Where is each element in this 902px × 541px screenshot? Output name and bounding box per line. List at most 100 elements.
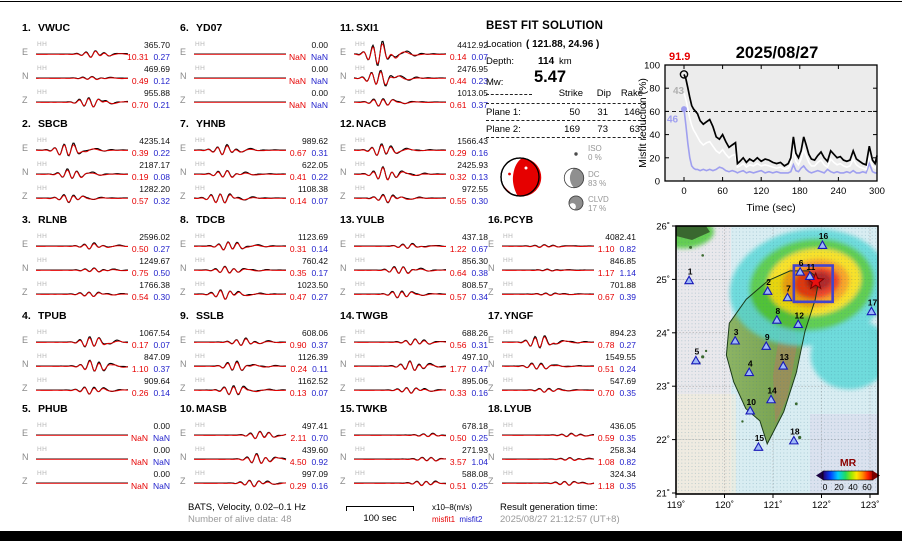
max-amplitude-value: 1162.52 xyxy=(297,376,328,386)
waveform-row: N HH 1126.39 0.24 0.11 xyxy=(178,352,330,376)
channel-code-label: HH xyxy=(503,470,514,477)
channel-code-label: HH xyxy=(503,377,514,384)
max-amplitude-value: 895.06 xyxy=(462,376,488,386)
misfit1-value: 0.31 xyxy=(289,243,307,254)
station-block: 11. SXI1 E HH 4412.92 0.14 0.07 N HH 2476.95 0.44 0… xyxy=(338,22,490,118)
max-amplitude-value: 1282.20 xyxy=(139,184,170,194)
component-label: Z xyxy=(22,383,28,393)
misfit-values: 0.29 0.16 xyxy=(290,481,328,491)
map-station-marker: 1 xyxy=(683,266,695,285)
station-number: 3. xyxy=(22,214,31,226)
channel-code-label: HH xyxy=(37,233,48,240)
station-number-label: 2 xyxy=(766,277,771,287)
misfit1-value: 1.18 xyxy=(597,480,615,491)
col-rake: Rake xyxy=(620,88,643,99)
misfit2-value: 1.04 xyxy=(471,456,488,467)
component-label: E xyxy=(340,143,347,153)
station-number: 12. xyxy=(340,118,355,130)
station-number-label: 6 xyxy=(799,258,804,268)
synthetic-trace xyxy=(354,291,446,299)
lat-label: 21˚ xyxy=(656,489,670,500)
misfit2-value: NaN xyxy=(310,51,328,62)
misfit-values: 0.14 0.07 xyxy=(450,52,488,62)
lon-label: 119˚ xyxy=(667,500,685,511)
synthetic-trace xyxy=(354,43,446,65)
dc-icon xyxy=(563,167,585,189)
station-number: 9. xyxy=(180,310,189,322)
waveform-row: E HH 1067.54 0.17 0.07 xyxy=(20,328,172,352)
waveform-trace xyxy=(36,359,129,372)
waveform-row: E HH 437.18 1.22 0.67 xyxy=(338,232,490,256)
misfit1-value: 0.75 xyxy=(131,267,149,278)
station-block: 2. SBCB E HH 4235.14 0.39 0.22 N HH 2187.17 0.19 0.… xyxy=(20,118,172,214)
result-time-label: Result generation time: xyxy=(500,502,598,513)
mw-value: 5.47 xyxy=(534,68,567,86)
misfit1-value: NaN xyxy=(288,75,306,86)
observed-trace xyxy=(354,338,446,346)
misfit1-value: 0.64 xyxy=(449,267,467,278)
channel-code-label: HH xyxy=(195,281,206,288)
station-triangle-icon xyxy=(771,314,783,324)
station-block: 3. RLNB E HH 2596.02 0.50 0.27 N HH 1249.67 0.75 0.… xyxy=(20,214,172,310)
station-number-label: 15 xyxy=(755,433,765,443)
synthetic-trace xyxy=(502,433,595,438)
misfit2-value: 0.38 xyxy=(471,267,488,278)
channel-code-label: HH xyxy=(503,233,514,240)
max-amplitude-value: 972.55 xyxy=(462,184,488,194)
component-label: E xyxy=(22,335,29,345)
waveform-trace xyxy=(354,456,447,462)
component-label: E xyxy=(340,428,347,438)
depth-value: 114 xyxy=(538,55,555,67)
station-triangle-icon xyxy=(793,318,804,329)
station-number-label: 18 xyxy=(790,427,800,437)
waveform-row: Z HH 997.09 0.29 0.16 xyxy=(178,469,330,493)
component-label: N xyxy=(180,263,187,273)
waveform-trace xyxy=(194,479,287,488)
station-number-label: 14 xyxy=(767,386,777,396)
misfit2-value: 0.08 xyxy=(153,171,170,182)
misfit-values: 0.33 0.16 xyxy=(450,388,488,398)
station-block: 9. SSLB E HH 608.06 0.90 0.37 N HH 1126.39 0.24 0.1… xyxy=(178,310,330,406)
misfit-values: 0.24 0.11 xyxy=(291,364,328,374)
alt2-annotation: 46 xyxy=(667,115,679,126)
station-header: 3. RLNB xyxy=(22,214,67,226)
waveform-row: E HH 4412.92 0.14 0.07 xyxy=(338,40,490,67)
synthetic-trace xyxy=(36,291,128,298)
islet xyxy=(689,245,693,249)
map-station-marker: 8 xyxy=(771,306,783,324)
observed-trace xyxy=(36,142,129,157)
colorbar-label: MR xyxy=(840,457,857,469)
station-number: 1. xyxy=(22,22,31,34)
max-amplitude-value: 1549.55 xyxy=(605,352,636,362)
misfit2-value: 0.21 xyxy=(153,99,170,110)
channel-code-label: HH xyxy=(195,233,206,240)
component-label: E xyxy=(22,428,29,438)
y-tick-label: 100 xyxy=(644,61,660,72)
time-scale-label: 100 sec xyxy=(363,513,397,524)
misfit2-value: 0.16 xyxy=(471,387,488,398)
station-number-label: 4 xyxy=(748,358,753,368)
component-label: Z xyxy=(180,383,186,393)
lat-label: 24˚ xyxy=(656,328,670,339)
misfit2-value: 0.07 xyxy=(311,195,328,206)
misfit2-value: 0.07 xyxy=(153,339,170,350)
station-code: YD07 xyxy=(196,22,223,34)
component-label: N xyxy=(488,263,495,273)
waveform-trace xyxy=(36,291,129,298)
waveform-row: E HH 2596.02 0.50 0.27 xyxy=(20,232,172,256)
channel-code-label: HH xyxy=(195,65,206,72)
misfit2-value: 0.47 xyxy=(471,363,488,374)
data-source-label: BATS, Velocity, 0.02–0.1 Hz xyxy=(188,502,306,513)
islet xyxy=(741,420,744,423)
waveform-row: N HH 0.00 NaN NaN xyxy=(20,445,172,469)
misfit-reduction-alt1 xyxy=(683,92,878,171)
synthetic-trace xyxy=(36,337,128,347)
misfit-values: 0.51 0.24 xyxy=(598,364,636,374)
component-label: E xyxy=(180,47,187,57)
waveform-row: N HH 271.93 3.57 1.04 xyxy=(338,445,490,469)
channel-code-label: HH xyxy=(195,377,206,384)
max-amplitude-value: 1108.38 xyxy=(297,184,328,194)
component-label: Z xyxy=(22,95,28,105)
synthetic-trace xyxy=(194,431,287,440)
synthetic-trace xyxy=(502,481,595,486)
